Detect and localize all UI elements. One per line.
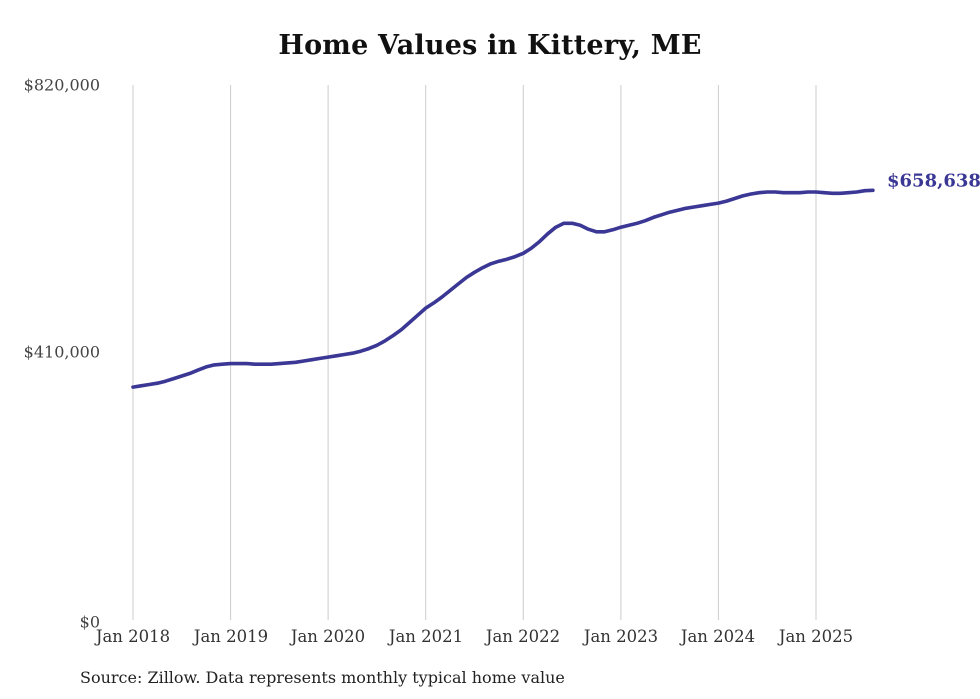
x-axis-tick-2022: Jan 2022 <box>485 627 561 646</box>
chart-title: Home Values in Kittery, ME <box>278 30 702 61</box>
home-value-line <box>131 188 875 389</box>
x-axis-tick-2023: Jan 2023 <box>583 627 659 646</box>
y-axis-tick-410000: $410,000 <box>23 342 100 362</box>
x-axis-tick-2019: Jan 2019 <box>193 627 269 646</box>
x-axis-tick-2020: Jan 2020 <box>290 627 366 646</box>
y-axis-tick-820000: $820,000 <box>23 75 100 95</box>
latest-value-label: $658,638 <box>887 170 980 192</box>
x-axis-tick-2018: Jan 2018 <box>95 627 171 646</box>
x-axis-tick-2024: Jan 2024 <box>680 627 756 646</box>
x-axis-tick-2025: Jan 2025 <box>778 627 854 646</box>
source-note: Source: Zillow. Data represents monthly … <box>80 668 565 687</box>
y-axis-tick-0: $0 <box>79 612 100 632</box>
x-axis-tick-2021: Jan 2021 <box>388 627 464 646</box>
